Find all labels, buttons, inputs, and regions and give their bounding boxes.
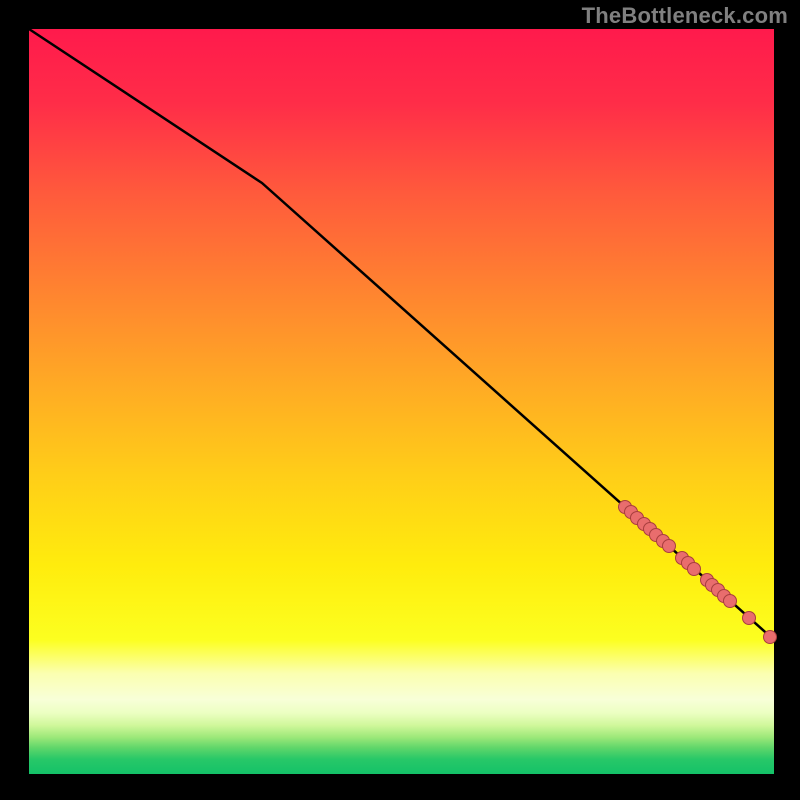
data-point (764, 631, 777, 644)
data-point (663, 540, 676, 553)
data-point (688, 563, 701, 576)
plot-area (29, 29, 774, 774)
data-point (724, 595, 737, 608)
chart-svg (0, 0, 800, 800)
data-point (743, 612, 756, 625)
chart-stage: TheBottleneck.com (0, 0, 800, 800)
